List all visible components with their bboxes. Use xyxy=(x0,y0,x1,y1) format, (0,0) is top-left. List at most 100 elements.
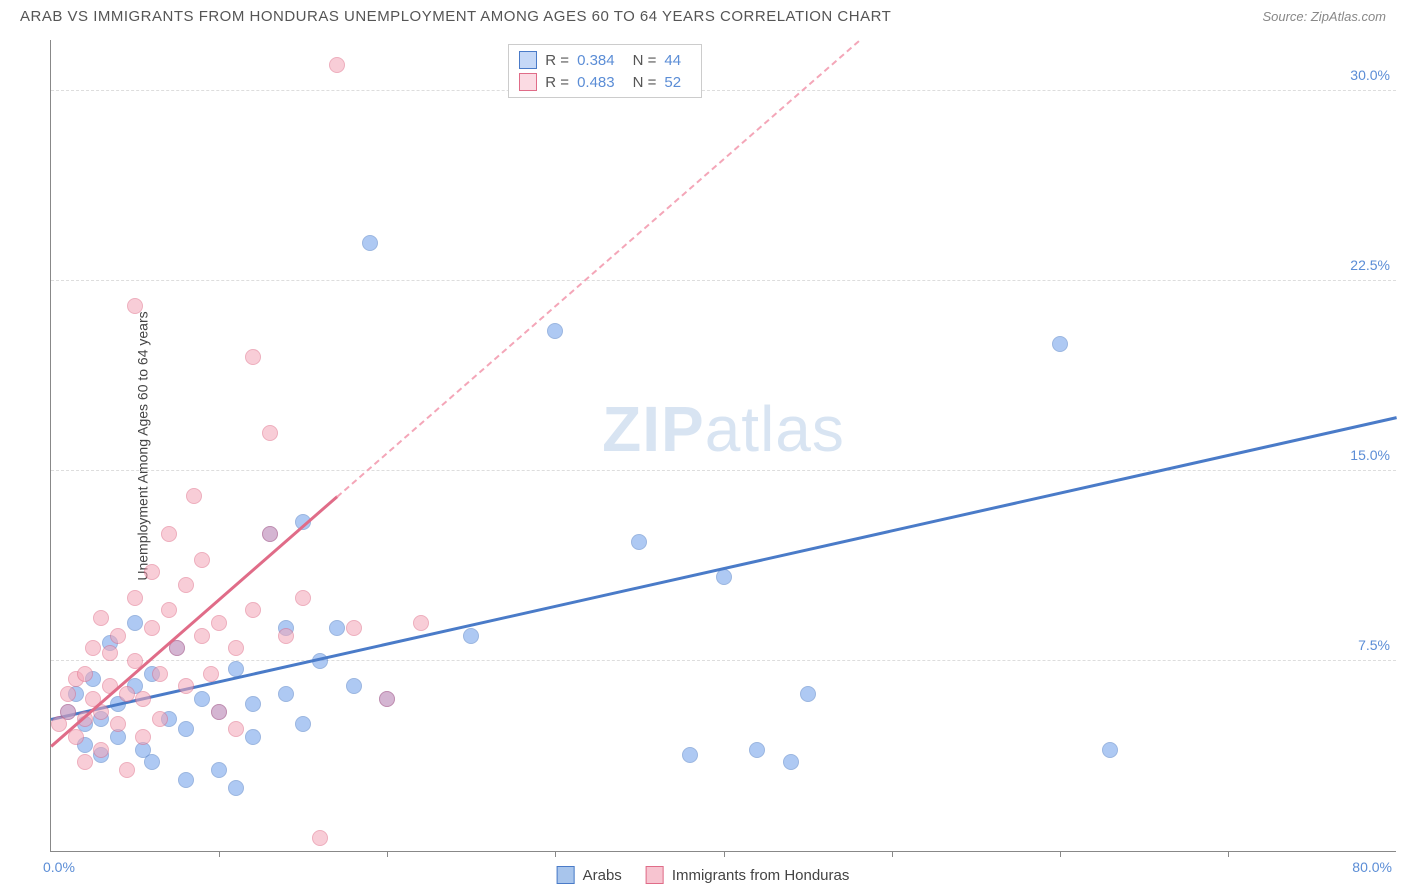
watermark: ZIPatlas xyxy=(602,392,845,466)
n-value: 44 xyxy=(664,52,681,69)
data-point xyxy=(346,620,362,636)
series-legend: Arabs Immigrants from Honduras xyxy=(557,866,850,884)
data-point xyxy=(228,640,244,656)
data-point xyxy=(245,696,261,712)
scatter-chart: ZIPatlas 7.5%15.0%22.5%30.0%0.0%80.0%R =… xyxy=(50,40,1396,852)
legend-swatch xyxy=(557,866,575,884)
data-point xyxy=(228,721,244,737)
data-point xyxy=(312,830,328,846)
r-value: 0.384 xyxy=(577,52,615,69)
data-point xyxy=(211,762,227,778)
data-point xyxy=(413,615,429,631)
gridline xyxy=(51,660,1396,661)
x-tick xyxy=(387,851,388,857)
data-point xyxy=(262,526,278,542)
data-point xyxy=(77,666,93,682)
data-point xyxy=(178,721,194,737)
data-point xyxy=(135,691,151,707)
data-point xyxy=(278,628,294,644)
legend-stat-row: R = 0.384 N = 44 xyxy=(519,49,691,71)
legend-stat-row: R = 0.483 N = 52 xyxy=(519,71,691,93)
data-point xyxy=(346,678,362,694)
gridline xyxy=(51,470,1396,471)
regression-line-extrapolated xyxy=(336,40,859,497)
y-tick-label: 30.0% xyxy=(1350,67,1390,83)
data-point xyxy=(228,780,244,796)
n-label: N = xyxy=(633,52,657,69)
data-point xyxy=(178,772,194,788)
data-point xyxy=(60,686,76,702)
data-point xyxy=(1102,742,1118,758)
data-point xyxy=(329,57,345,73)
regression-line xyxy=(50,496,338,748)
x-tick xyxy=(724,851,725,857)
data-point xyxy=(178,678,194,694)
data-point xyxy=(127,298,143,314)
data-point xyxy=(716,569,732,585)
data-point xyxy=(295,716,311,732)
y-tick-label: 22.5% xyxy=(1350,257,1390,273)
source-label: Source: ZipAtlas.com xyxy=(1262,9,1386,24)
data-point xyxy=(631,534,647,550)
data-point xyxy=(102,645,118,661)
data-point xyxy=(203,666,219,682)
data-point xyxy=(211,615,227,631)
data-point xyxy=(144,754,160,770)
data-point xyxy=(329,620,345,636)
x-tick xyxy=(555,851,556,857)
data-point xyxy=(547,323,563,339)
data-point xyxy=(211,704,227,720)
data-point xyxy=(245,729,261,745)
data-point xyxy=(749,742,765,758)
x-max-label: 80.0% xyxy=(1352,859,1392,875)
x-min-label: 0.0% xyxy=(43,859,75,875)
legend-label: Arabs xyxy=(583,867,622,884)
r-label: R = xyxy=(545,74,569,91)
data-point xyxy=(194,552,210,568)
data-point xyxy=(135,729,151,745)
legend-label: Immigrants from Honduras xyxy=(672,867,850,884)
r-value: 0.483 xyxy=(577,74,615,91)
data-point xyxy=(362,235,378,251)
data-point xyxy=(119,686,135,702)
data-point xyxy=(68,729,84,745)
data-point xyxy=(194,691,210,707)
data-point xyxy=(152,666,168,682)
correlation-stats-legend: R = 0.384 N = 44 R = 0.483 N = 52 xyxy=(508,44,702,98)
data-point xyxy=(1052,336,1068,352)
r-label: R = xyxy=(545,52,569,69)
data-point xyxy=(85,640,101,656)
data-point xyxy=(186,488,202,504)
data-point xyxy=(110,628,126,644)
data-point xyxy=(93,610,109,626)
legend-swatch xyxy=(519,73,537,91)
y-tick-label: 7.5% xyxy=(1358,637,1390,653)
data-point xyxy=(144,564,160,580)
data-point xyxy=(178,577,194,593)
data-point xyxy=(245,602,261,618)
data-point xyxy=(800,686,816,702)
data-point xyxy=(161,602,177,618)
legend-item: Arabs xyxy=(557,866,622,884)
x-tick xyxy=(1228,851,1229,857)
data-point xyxy=(144,620,160,636)
data-point xyxy=(127,615,143,631)
x-tick xyxy=(892,851,893,857)
data-point xyxy=(262,425,278,441)
data-point xyxy=(379,691,395,707)
data-point xyxy=(127,590,143,606)
y-tick-label: 15.0% xyxy=(1350,447,1390,463)
gridline xyxy=(51,90,1396,91)
data-point xyxy=(110,716,126,732)
n-label: N = xyxy=(633,74,657,91)
n-value: 52 xyxy=(664,74,681,91)
data-point xyxy=(463,628,479,644)
data-point xyxy=(278,686,294,702)
legend-swatch xyxy=(646,866,664,884)
data-point xyxy=(295,590,311,606)
data-point xyxy=(194,628,210,644)
data-point xyxy=(783,754,799,770)
x-tick xyxy=(1060,851,1061,857)
chart-title: ARAB VS IMMIGRANTS FROM HONDURAS UNEMPLO… xyxy=(20,8,891,25)
data-point xyxy=(60,704,76,720)
